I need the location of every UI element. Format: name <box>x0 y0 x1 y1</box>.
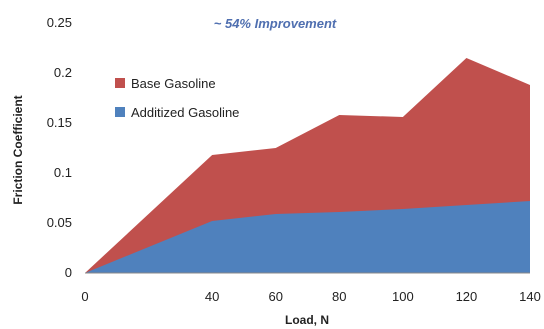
y-tick-label: 0 <box>65 265 72 280</box>
x-tick-label: 100 <box>392 289 414 304</box>
x-tick-label: 0 <box>81 289 88 304</box>
x-axis-title: Load, N <box>285 313 329 327</box>
legend: Base Gasoline Additized Gasoline <box>115 76 239 120</box>
improvement-annotation: ~ 54% Improvement <box>214 16 337 31</box>
y-tick-labels: 0 0.05 0.1 0.15 0.2 0.25 <box>47 15 72 280</box>
x-tick-label: 60 <box>268 289 282 304</box>
x-tick-label: 120 <box>456 289 478 304</box>
legend-label-base-gasoline: Base Gasoline <box>131 76 216 91</box>
legend-label-additized-gasoline: Additized Gasoline <box>131 105 239 120</box>
y-tick-label: 0.1 <box>54 165 72 180</box>
y-tick-label: 0.2 <box>54 65 72 80</box>
legend-swatch-additized-gasoline <box>115 107 125 117</box>
legend-swatch-base-gasoline <box>115 78 125 88</box>
x-tick-labels: 0 40 60 80 100 120 140 <box>81 289 540 304</box>
x-tick-label: 140 <box>519 289 541 304</box>
y-tick-label: 0.15 <box>47 115 72 130</box>
y-tick-label: 0.05 <box>47 215 72 230</box>
x-tick-label: 40 <box>205 289 219 304</box>
y-axis-title: Friction Coefficient <box>11 95 25 204</box>
x-tick-label: 80 <box>332 289 346 304</box>
y-tick-label: 0.25 <box>47 15 72 30</box>
